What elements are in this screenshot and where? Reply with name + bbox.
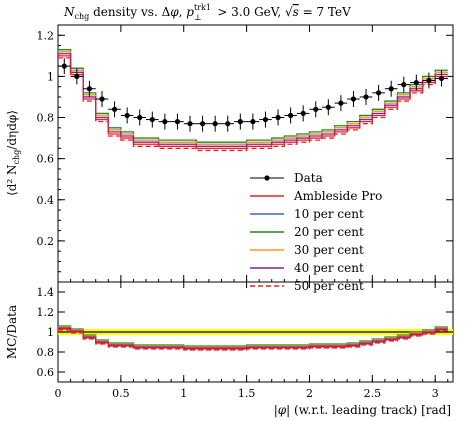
data-point bbox=[250, 119, 256, 125]
ratio-y-tick-label: 0.8 bbox=[37, 346, 55, 359]
x-ticks: 0 0.5 1 1.5 2 2.5 3 bbox=[55, 25, 449, 400]
x-axis-label: |φ| (w.r.t. leading track) [rad] bbox=[274, 403, 451, 417]
main-series-group bbox=[58, 49, 448, 152]
legend-entry-label: 20 per cent bbox=[294, 225, 364, 239]
main-y-tick-label: 0.2 bbox=[37, 235, 55, 248]
main-y-axis-label: ⟨d² Nchg/dηdφ⟩ bbox=[5, 110, 21, 196]
legend-entry-label: 30 per cent bbox=[294, 243, 364, 257]
main-y-tick-label: 1 bbox=[47, 70, 54, 83]
ratio-band-group bbox=[58, 329, 453, 335]
ratio-series-group bbox=[58, 325, 448, 351]
legend-marker-point bbox=[264, 175, 270, 181]
data-point bbox=[288, 112, 294, 119]
data-point bbox=[262, 116, 269, 123]
main-y-tick-label: 0.8 bbox=[37, 112, 55, 125]
data-point bbox=[325, 104, 331, 110]
legend-entry-label: Ambleside Pro bbox=[293, 189, 382, 203]
ratio-plot-panel: 0.6 0.8 1 1.2 1.4 0 0.5 1 1.5 2 2.5 3 MC/Data |φ| … bbox=[5, 25, 454, 417]
main-plot-panel: 0.2 0.4 0.6 0.8 1 1.2 ⟨d² Nchg/dηdφ⟩ bbox=[5, 24, 454, 283]
main-y-tick-label: 0.6 bbox=[37, 153, 55, 166]
main-y-ticks: 0.2 0.4 0.6 0.8 1 1.2 bbox=[37, 29, 453, 273]
data-point bbox=[124, 112, 130, 119]
data-point bbox=[313, 106, 319, 112]
legend-entry-label: 40 per cent bbox=[294, 261, 364, 275]
data-point bbox=[401, 82, 407, 88]
data-point bbox=[388, 86, 394, 92]
data-point bbox=[149, 116, 155, 123]
x-tick-label: 2 bbox=[306, 387, 313, 400]
data-point bbox=[174, 119, 181, 125]
x-tick-label: 0.5 bbox=[112, 387, 130, 400]
data-point bbox=[438, 75, 445, 82]
data-point bbox=[225, 121, 231, 127]
data-point bbox=[338, 100, 344, 106]
data-point bbox=[376, 90, 382, 96]
ratio-series-line bbox=[58, 329, 448, 351]
data-point bbox=[350, 96, 357, 102]
ratio-y-tick-label: 1.2 bbox=[37, 306, 55, 319]
data-point bbox=[187, 121, 193, 127]
ratio-y-tick-label: 1 bbox=[47, 326, 54, 339]
ratio-y-ticks: 0.6 0.8 1 1.2 1.4 bbox=[37, 286, 453, 379]
data-point bbox=[426, 77, 432, 84]
x-tick-label: 3 bbox=[432, 387, 439, 400]
legend-entry-label: 50 per cent bbox=[294, 279, 364, 293]
data-point bbox=[363, 94, 369, 100]
main-y-tick-label: 0.4 bbox=[37, 194, 55, 207]
main-plot-frame bbox=[57, 24, 454, 283]
x-tick-label: 0 bbox=[55, 387, 62, 400]
legend: Data Ambleside Pro 10 per cent 20 per cent 3… bbox=[250, 171, 382, 293]
main-series-line bbox=[58, 53, 448, 147]
data-point bbox=[99, 96, 105, 102]
data-point bbox=[237, 119, 243, 125]
x-tick-label: 1 bbox=[180, 387, 187, 400]
main-series-line bbox=[58, 51, 448, 145]
x-tick-label: 2.5 bbox=[364, 387, 382, 400]
main-series-line bbox=[58, 49, 448, 143]
data-point bbox=[111, 106, 118, 112]
legend-entry-label: Data bbox=[294, 171, 323, 185]
data-point bbox=[61, 63, 67, 69]
ratio-y-tick-label: 1.4 bbox=[37, 286, 55, 299]
data-point bbox=[199, 121, 206, 127]
data-point bbox=[137, 114, 143, 121]
data-point bbox=[275, 114, 281, 121]
x-tick-label: 1.5 bbox=[238, 387, 256, 400]
chart-title: Nchg density vs. Δφ, ptrk1 ⊥ > 3.0 GeV, √… bbox=[63, 3, 351, 22]
main-y-tick-label: 1.2 bbox=[37, 29, 55, 42]
data-point bbox=[74, 73, 80, 79]
data-point bbox=[300, 110, 306, 117]
data-points-group bbox=[58, 58, 448, 132]
legend-entry-label: 10 per cent bbox=[294, 207, 364, 221]
ratio-y-axis-label: MC/Data bbox=[5, 305, 19, 359]
main-series-line bbox=[58, 57, 448, 152]
data-point bbox=[212, 121, 218, 127]
data-point bbox=[413, 79, 419, 86]
data-point bbox=[86, 86, 93, 92]
ratio-y-tick-label: 0.6 bbox=[37, 366, 55, 379]
data-point bbox=[162, 119, 168, 125]
main-series-line bbox=[58, 55, 448, 150]
